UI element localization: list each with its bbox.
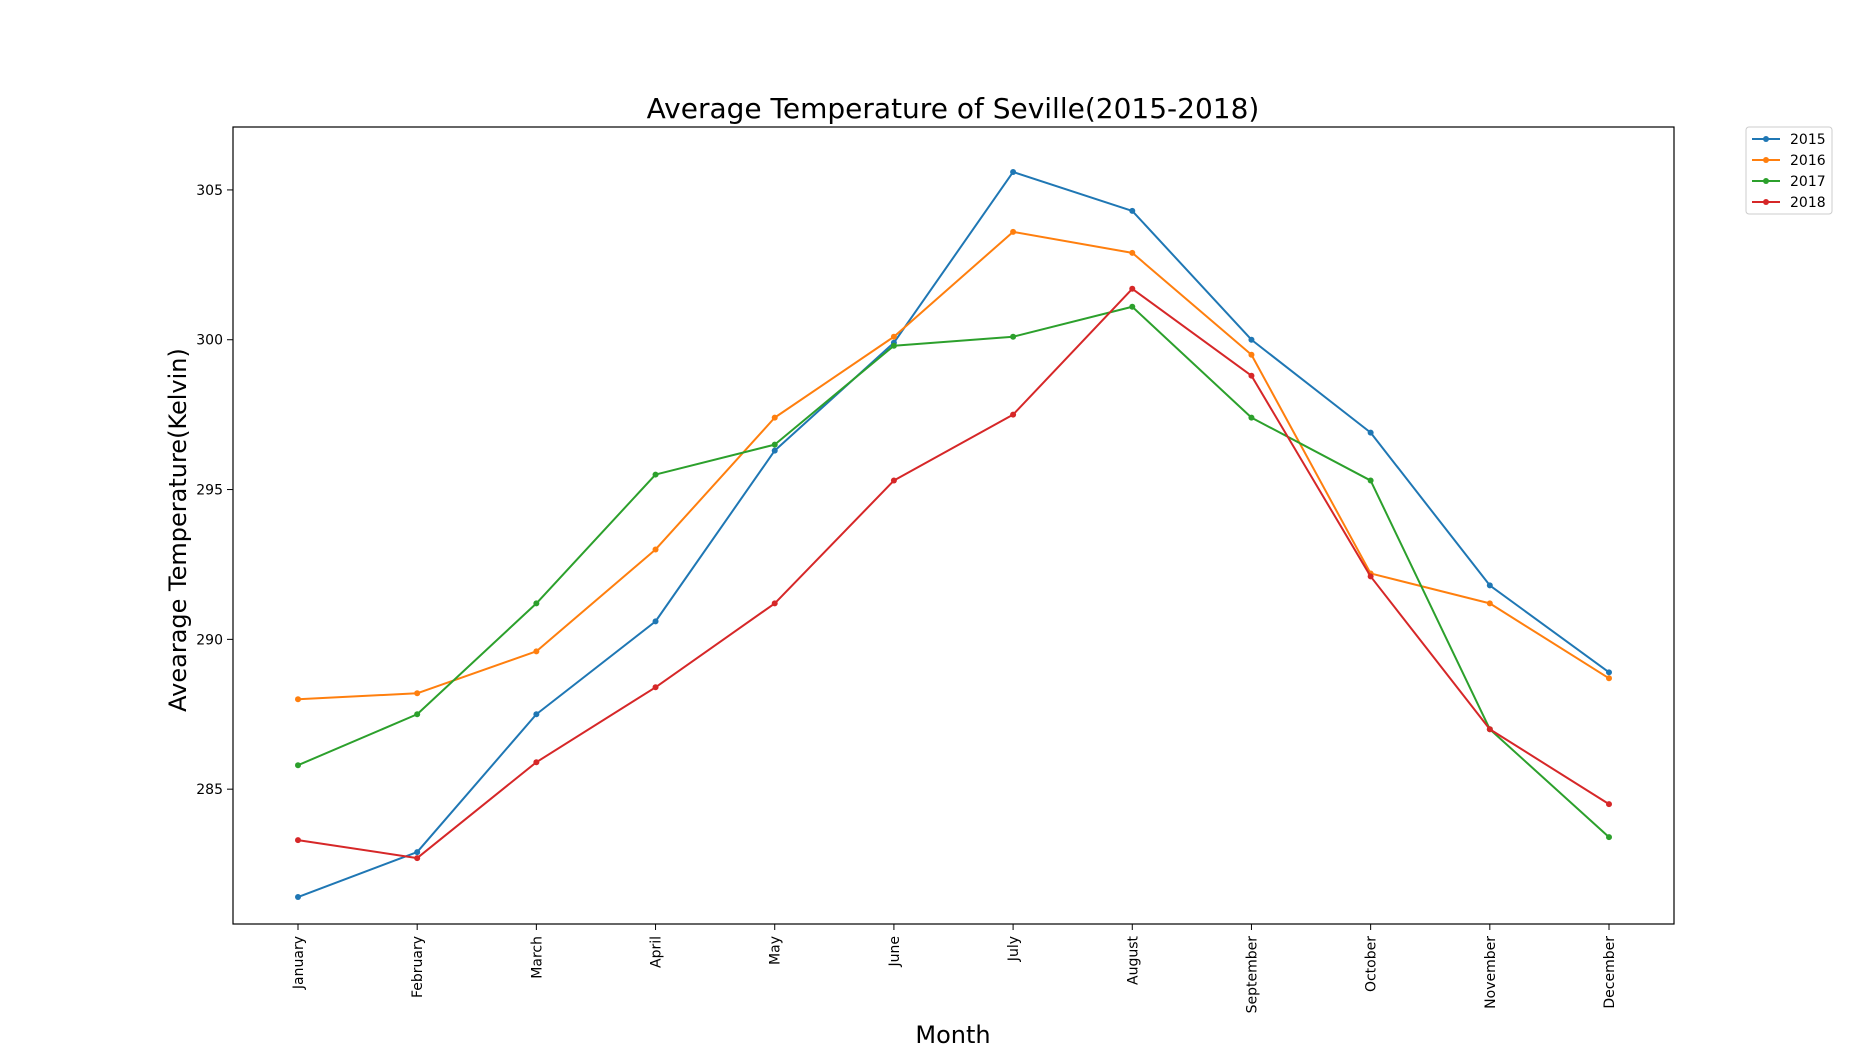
data-point bbox=[1010, 411, 1017, 418]
data-point bbox=[771, 447, 778, 454]
data-point bbox=[414, 855, 421, 862]
data-point bbox=[533, 759, 540, 766]
data-point bbox=[1486, 726, 1493, 733]
series-2017 bbox=[295, 303, 1612, 841]
data-point bbox=[1606, 801, 1612, 808]
x-tick-label: November bbox=[1483, 936, 1499, 1009]
data-point bbox=[771, 441, 778, 448]
data-point bbox=[890, 477, 897, 484]
data-point bbox=[295, 696, 301, 703]
data-point bbox=[771, 414, 778, 421]
data-point bbox=[1129, 249, 1136, 256]
data-point bbox=[414, 690, 421, 697]
data-point bbox=[652, 684, 659, 691]
data-point bbox=[1486, 582, 1493, 589]
data-point bbox=[1248, 414, 1255, 421]
series-line bbox=[297, 287, 1610, 860]
data-point bbox=[1367, 573, 1374, 580]
legend-box bbox=[1745, 126, 1833, 215]
x-tick-label: March bbox=[529, 936, 545, 979]
legend: 2015 2016 2017 2018 bbox=[1745, 126, 1833, 215]
x-axis-title: Month bbox=[915, 1021, 990, 1049]
data-point bbox=[533, 600, 540, 607]
x-tick-label: April bbox=[649, 936, 665, 968]
x-tick-label: June bbox=[887, 936, 903, 968]
series-layer bbox=[295, 168, 1612, 901]
legend-marker bbox=[1763, 136, 1769, 142]
x-tick-label: May bbox=[768, 936, 784, 965]
y-axis-title: Avearage Temperature(Kelvin) bbox=[164, 348, 192, 712]
data-point bbox=[1367, 429, 1374, 436]
y-tick-label: 300 bbox=[196, 333, 223, 349]
data-point bbox=[1129, 207, 1136, 214]
plot-frame bbox=[232, 126, 1675, 925]
data-point bbox=[1129, 303, 1136, 310]
data-point bbox=[414, 849, 421, 856]
x-tick-label: October bbox=[1364, 936, 1380, 992]
x-tick-label: September bbox=[1244, 936, 1260, 1014]
data-point bbox=[1248, 336, 1255, 343]
x-tick-label: July bbox=[1006, 936, 1022, 962]
data-point bbox=[533, 648, 540, 655]
data-point bbox=[1010, 228, 1017, 235]
data-point bbox=[295, 894, 301, 901]
x-tick-label: August bbox=[1125, 935, 1141, 985]
data-point bbox=[1129, 285, 1136, 292]
series-line bbox=[297, 170, 1610, 898]
x-axis: January February March April May June July Augu… bbox=[291, 924, 1618, 1013]
series-2018 bbox=[295, 285, 1612, 862]
data-point bbox=[1248, 351, 1255, 358]
series-2016 bbox=[295, 228, 1612, 703]
chart-title: Average Temperature of Seville(2015-2018… bbox=[647, 92, 1260, 125]
x-tick-label: December bbox=[1602, 936, 1618, 1009]
y-axis: 285 290 295 300 305 bbox=[196, 183, 233, 798]
legend-label: 2015 bbox=[1790, 132, 1826, 148]
series-2015 bbox=[295, 168, 1612, 901]
y-tick-label: 305 bbox=[196, 183, 223, 199]
x-tick-label: January bbox=[291, 936, 307, 990]
series-line bbox=[297, 305, 1610, 838]
legend-label: 2017 bbox=[1790, 174, 1826, 190]
data-point bbox=[533, 711, 540, 718]
data-point bbox=[295, 837, 301, 844]
legend-marker bbox=[1763, 178, 1769, 184]
data-point bbox=[890, 333, 897, 340]
legend-marker bbox=[1763, 199, 1769, 205]
x-tick-label: February bbox=[410, 936, 426, 998]
data-point bbox=[1606, 834, 1612, 841]
data-point bbox=[1606, 675, 1612, 682]
data-point bbox=[652, 546, 659, 553]
data-point bbox=[652, 471, 659, 478]
series-line bbox=[297, 230, 1610, 701]
legend-label: 2018 bbox=[1790, 195, 1826, 211]
y-tick-label: 295 bbox=[196, 483, 223, 499]
legend-marker bbox=[1763, 157, 1769, 163]
data-point bbox=[890, 342, 897, 349]
data-point bbox=[414, 711, 421, 718]
data-point bbox=[295, 762, 301, 769]
data-point bbox=[1248, 372, 1255, 379]
y-tick-label: 285 bbox=[196, 782, 223, 798]
data-point bbox=[1010, 333, 1017, 340]
data-point bbox=[652, 618, 659, 625]
data-point bbox=[1010, 168, 1017, 175]
legend-label: 2016 bbox=[1790, 153, 1826, 169]
data-point bbox=[771, 600, 778, 607]
data-point bbox=[1606, 669, 1612, 676]
y-tick-label: 290 bbox=[196, 632, 223, 648]
data-point bbox=[1486, 600, 1493, 607]
data-point bbox=[1367, 477, 1374, 484]
